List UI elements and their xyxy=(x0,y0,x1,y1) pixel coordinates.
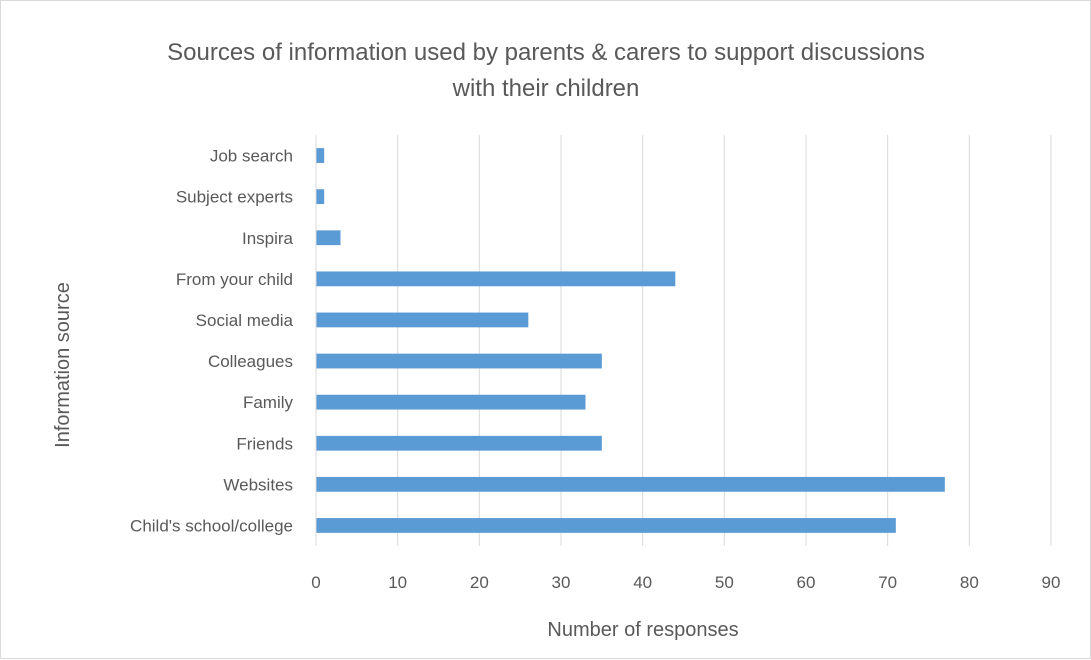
chart-title-line-2: with their children xyxy=(452,75,640,102)
bar xyxy=(316,148,325,163)
y-tick-label: Inspira xyxy=(242,229,294,248)
y-tick-label: Child's school/college xyxy=(130,516,293,535)
x-tick-label: 50 xyxy=(715,573,734,592)
bar xyxy=(316,476,945,492)
bar xyxy=(316,518,896,533)
bars xyxy=(316,148,945,533)
bar xyxy=(316,230,341,246)
x-tick-label: 40 xyxy=(633,573,652,592)
x-tick-label: 90 xyxy=(1042,573,1061,592)
x-tick-label: 60 xyxy=(797,573,816,592)
x-tick-label: 80 xyxy=(960,573,979,592)
bar xyxy=(316,435,602,451)
x-tick-label: 20 xyxy=(470,573,489,592)
y-tick-label: Subject experts xyxy=(176,188,293,207)
y-tick-label: Social media xyxy=(196,311,294,330)
y-tick-label: Family xyxy=(243,393,294,412)
chart-title-line-1: Sources of information used by parents &… xyxy=(167,39,925,66)
bar xyxy=(316,312,529,328)
y-tick-label: Colleagues xyxy=(208,352,293,371)
x-axis-title: Number of responses xyxy=(547,619,738,641)
x-tick-labels: 0 10 20 30 40 50 60 70 80 90 xyxy=(311,573,1060,592)
bar xyxy=(316,394,586,410)
x-tick-label: 70 xyxy=(878,573,897,592)
bar xyxy=(316,353,602,369)
gridlines xyxy=(397,135,1052,546)
bar xyxy=(316,271,676,287)
x-tick-label: 30 xyxy=(552,573,571,592)
y-tick-label: From your child xyxy=(176,270,293,289)
bar xyxy=(316,189,325,205)
y-axis-title: Information source xyxy=(52,282,74,448)
x-tick-label: 10 xyxy=(388,573,407,592)
y-tick-labels: Child's school/college Websites Friends Fam… xyxy=(130,147,293,536)
y-tick-label: Job search xyxy=(210,147,293,166)
y-tick-label: Friends xyxy=(236,434,293,453)
x-tick-label: 0 xyxy=(311,573,320,592)
y-tick-label: Websites xyxy=(223,475,293,494)
